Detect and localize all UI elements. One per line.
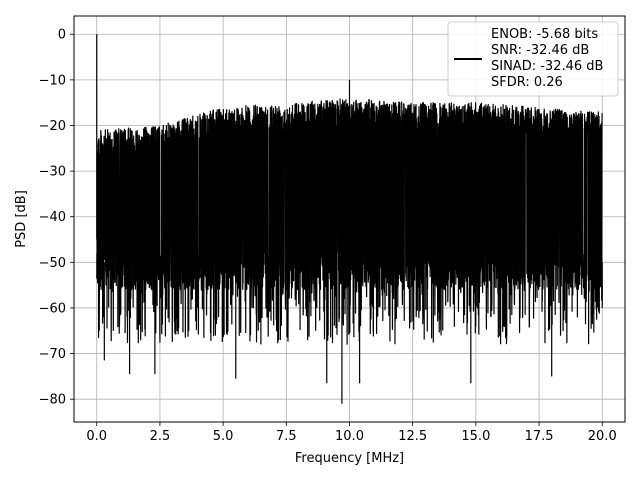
y-tick-label: −10 <box>39 73 66 88</box>
legend-text-sfdr: SFDR: 0.26 <box>491 75 563 90</box>
psd-series-line <box>96 34 603 404</box>
y-tick-label: −20 <box>39 119 66 134</box>
y-tick-label: −30 <box>39 165 66 180</box>
x-tick-label: 0.0 <box>86 429 107 444</box>
psd-trace <box>96 34 603 404</box>
y-tick-label: −60 <box>39 301 66 316</box>
x-tick-label: 2.5 <box>150 429 171 444</box>
x-tick-label: 7.5 <box>276 429 297 444</box>
x-tick-label: 20.0 <box>588 429 617 444</box>
x-axis-label: Frequency [MHz] <box>295 451 404 466</box>
legend-text-sinad: SINAD: -32.46 dB <box>491 59 603 74</box>
legend-box <box>447 21 619 97</box>
y-tick-label: −80 <box>39 393 66 408</box>
legend-text-snr: SNR: -32.46 dB <box>491 43 589 58</box>
y-tick-label: 0 <box>58 28 66 43</box>
x-tick-label: 5.0 <box>213 429 234 444</box>
x-axis-ticks: 0.0 2.5 5.0 7.5 10.0 12.5 15.0 17.5 20.0 <box>86 422 617 444</box>
x-tick-label: 17.5 <box>525 429 554 444</box>
y-tick-label: −40 <box>39 210 66 225</box>
legend-text-enob: ENOB: -5.68 bits <box>491 27 598 42</box>
y-axis-ticks: 0 −10 −20 −30 −40 −50 −60 −70 −80 <box>39 28 74 408</box>
x-tick-label: 10.0 <box>335 429 364 444</box>
y-tick-label: −50 <box>39 256 66 271</box>
y-axis-label: PSD [dB] <box>14 190 29 248</box>
y-tick-label: −70 <box>39 347 66 362</box>
x-tick-label: 15.0 <box>461 429 490 444</box>
x-tick-label: 12.5 <box>398 429 427 444</box>
legend: ENOB: -5.68 bits SNR: -32.46 dB SINAD: -… <box>447 21 619 97</box>
